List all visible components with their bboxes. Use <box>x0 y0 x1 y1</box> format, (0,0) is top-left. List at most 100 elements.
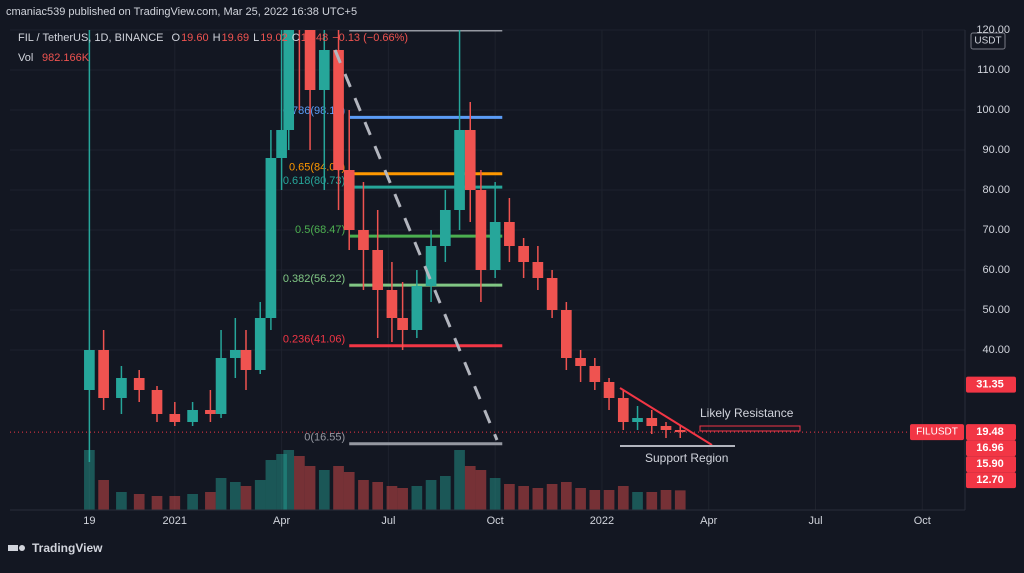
currency-box <box>970 32 1006 50</box>
volume-bar <box>205 492 216 510</box>
currency: USDT <box>974 36 1001 47</box>
candle-body <box>674 430 686 433</box>
annotation: Support Region <box>645 451 728 465</box>
price-label: 31.35 <box>976 379 1004 391</box>
ohlc-key: L <box>253 32 259 44</box>
y-tick-label: 110.00 <box>977 64 1010 76</box>
volume-bar <box>575 488 586 510</box>
volume-bar <box>464 466 476 510</box>
candle-body <box>617 398 629 422</box>
candle-body <box>632 418 643 422</box>
x-tick-label: Apr <box>700 515 717 527</box>
volume-bar <box>504 484 515 510</box>
y-tick-label: 60.00 <box>982 264 1010 276</box>
volume-bar <box>333 466 344 510</box>
resistance-box <box>699 425 801 432</box>
volume-bar <box>187 494 198 510</box>
candle-body <box>372 250 384 290</box>
ohlc-value: 19.69 <box>222 32 250 44</box>
vol-label: Vol <box>18 52 33 64</box>
fib-label: 0.382(56.22) <box>283 273 345 285</box>
volume-bar <box>98 480 109 510</box>
volume-bar <box>411 486 423 510</box>
volume-bar <box>489 478 501 510</box>
fib-label: 0(16.55) <box>304 432 345 444</box>
candle-body <box>489 222 501 270</box>
candle-body <box>358 230 369 250</box>
volume-bar <box>276 454 287 510</box>
volume-bar <box>318 470 330 510</box>
volume-bar <box>386 486 398 510</box>
candle-body <box>660 426 672 430</box>
volume-bar <box>240 486 252 510</box>
fib-label: 0.65(84.06) <box>289 162 345 174</box>
volume-bar <box>425 480 437 510</box>
resistance-line <box>619 387 713 446</box>
candle-body <box>240 350 252 370</box>
y-tick-label: 40.00 <box>982 344 1010 356</box>
price-label: 15.90 <box>976 458 1004 470</box>
candle-body <box>116 378 127 398</box>
volume-bar <box>632 492 643 510</box>
candle-body <box>425 246 437 286</box>
volume-bar <box>372 482 384 510</box>
candle-body <box>561 310 572 358</box>
candle-body <box>518 246 529 262</box>
y-tick-label: 100.00 <box>976 104 1010 116</box>
ohlc-value: 19.60 <box>181 32 209 44</box>
price-label: 16.96 <box>976 442 1004 454</box>
change: −0.13 (−0.66%) <box>332 32 408 44</box>
fib-label: 0.236(41.06) <box>283 334 345 346</box>
price-label-box <box>966 424 1016 441</box>
volume-bar <box>518 486 529 510</box>
volume-bar <box>454 450 465 510</box>
price-tag-box <box>910 424 964 441</box>
volume-bar <box>215 478 227 510</box>
candle-body <box>318 50 330 90</box>
x-tick-label: Apr <box>273 515 290 527</box>
candle-body <box>265 158 277 318</box>
price-label: 12.70 <box>976 474 1004 486</box>
x-tick-label: 2022 <box>590 515 614 527</box>
candle-body <box>475 190 487 270</box>
ohlc-key: H <box>213 32 221 44</box>
volume-bar <box>304 466 316 510</box>
x-tick-label: Jul <box>381 515 395 527</box>
candle-body <box>589 366 601 382</box>
volume-bar <box>358 480 369 510</box>
candle-body <box>646 418 658 426</box>
volume-bar <box>283 450 295 510</box>
candle-body <box>187 410 198 422</box>
price-label: 19.48 <box>976 426 1004 438</box>
vol-value: 982.166K <box>42 52 90 64</box>
candle-body <box>439 210 451 246</box>
volume-bar <box>133 494 145 510</box>
dashed-trend <box>333 49 499 441</box>
candle-body <box>254 318 266 370</box>
volume-bar <box>439 476 451 510</box>
volume-bar <box>265 460 277 510</box>
candle-body <box>215 358 227 414</box>
ohlc-value: 19.02 <box>260 32 288 44</box>
plot-area: 0.786(98.17) 0.65(84.06)0.618(80.73) 0.5(6… <box>10 30 965 510</box>
volume-bar <box>229 482 241 510</box>
candle-body <box>603 382 615 398</box>
fib-label: 0.5(68.47) <box>295 224 345 236</box>
y-tick-label: 50.00 <box>982 304 1010 316</box>
volume-bar <box>475 470 487 510</box>
fib-label: 0.786(98.17) <box>283 105 345 117</box>
volume-bar <box>532 488 544 510</box>
x-tick-label: Oct <box>487 515 504 527</box>
ohlc-key: O <box>172 32 181 44</box>
candle-body <box>151 390 163 414</box>
candle-body <box>169 414 181 422</box>
brand: TradingView <box>32 541 103 555</box>
volume-bar <box>151 496 163 510</box>
fib-label: 0.618(80.73) <box>283 175 345 187</box>
volume-bar <box>674 490 686 510</box>
candle-body <box>464 130 476 190</box>
x-tick-label: 19 <box>83 515 95 527</box>
publisher: cmaniac539 published on TradingView.com,… <box>6 6 357 18</box>
